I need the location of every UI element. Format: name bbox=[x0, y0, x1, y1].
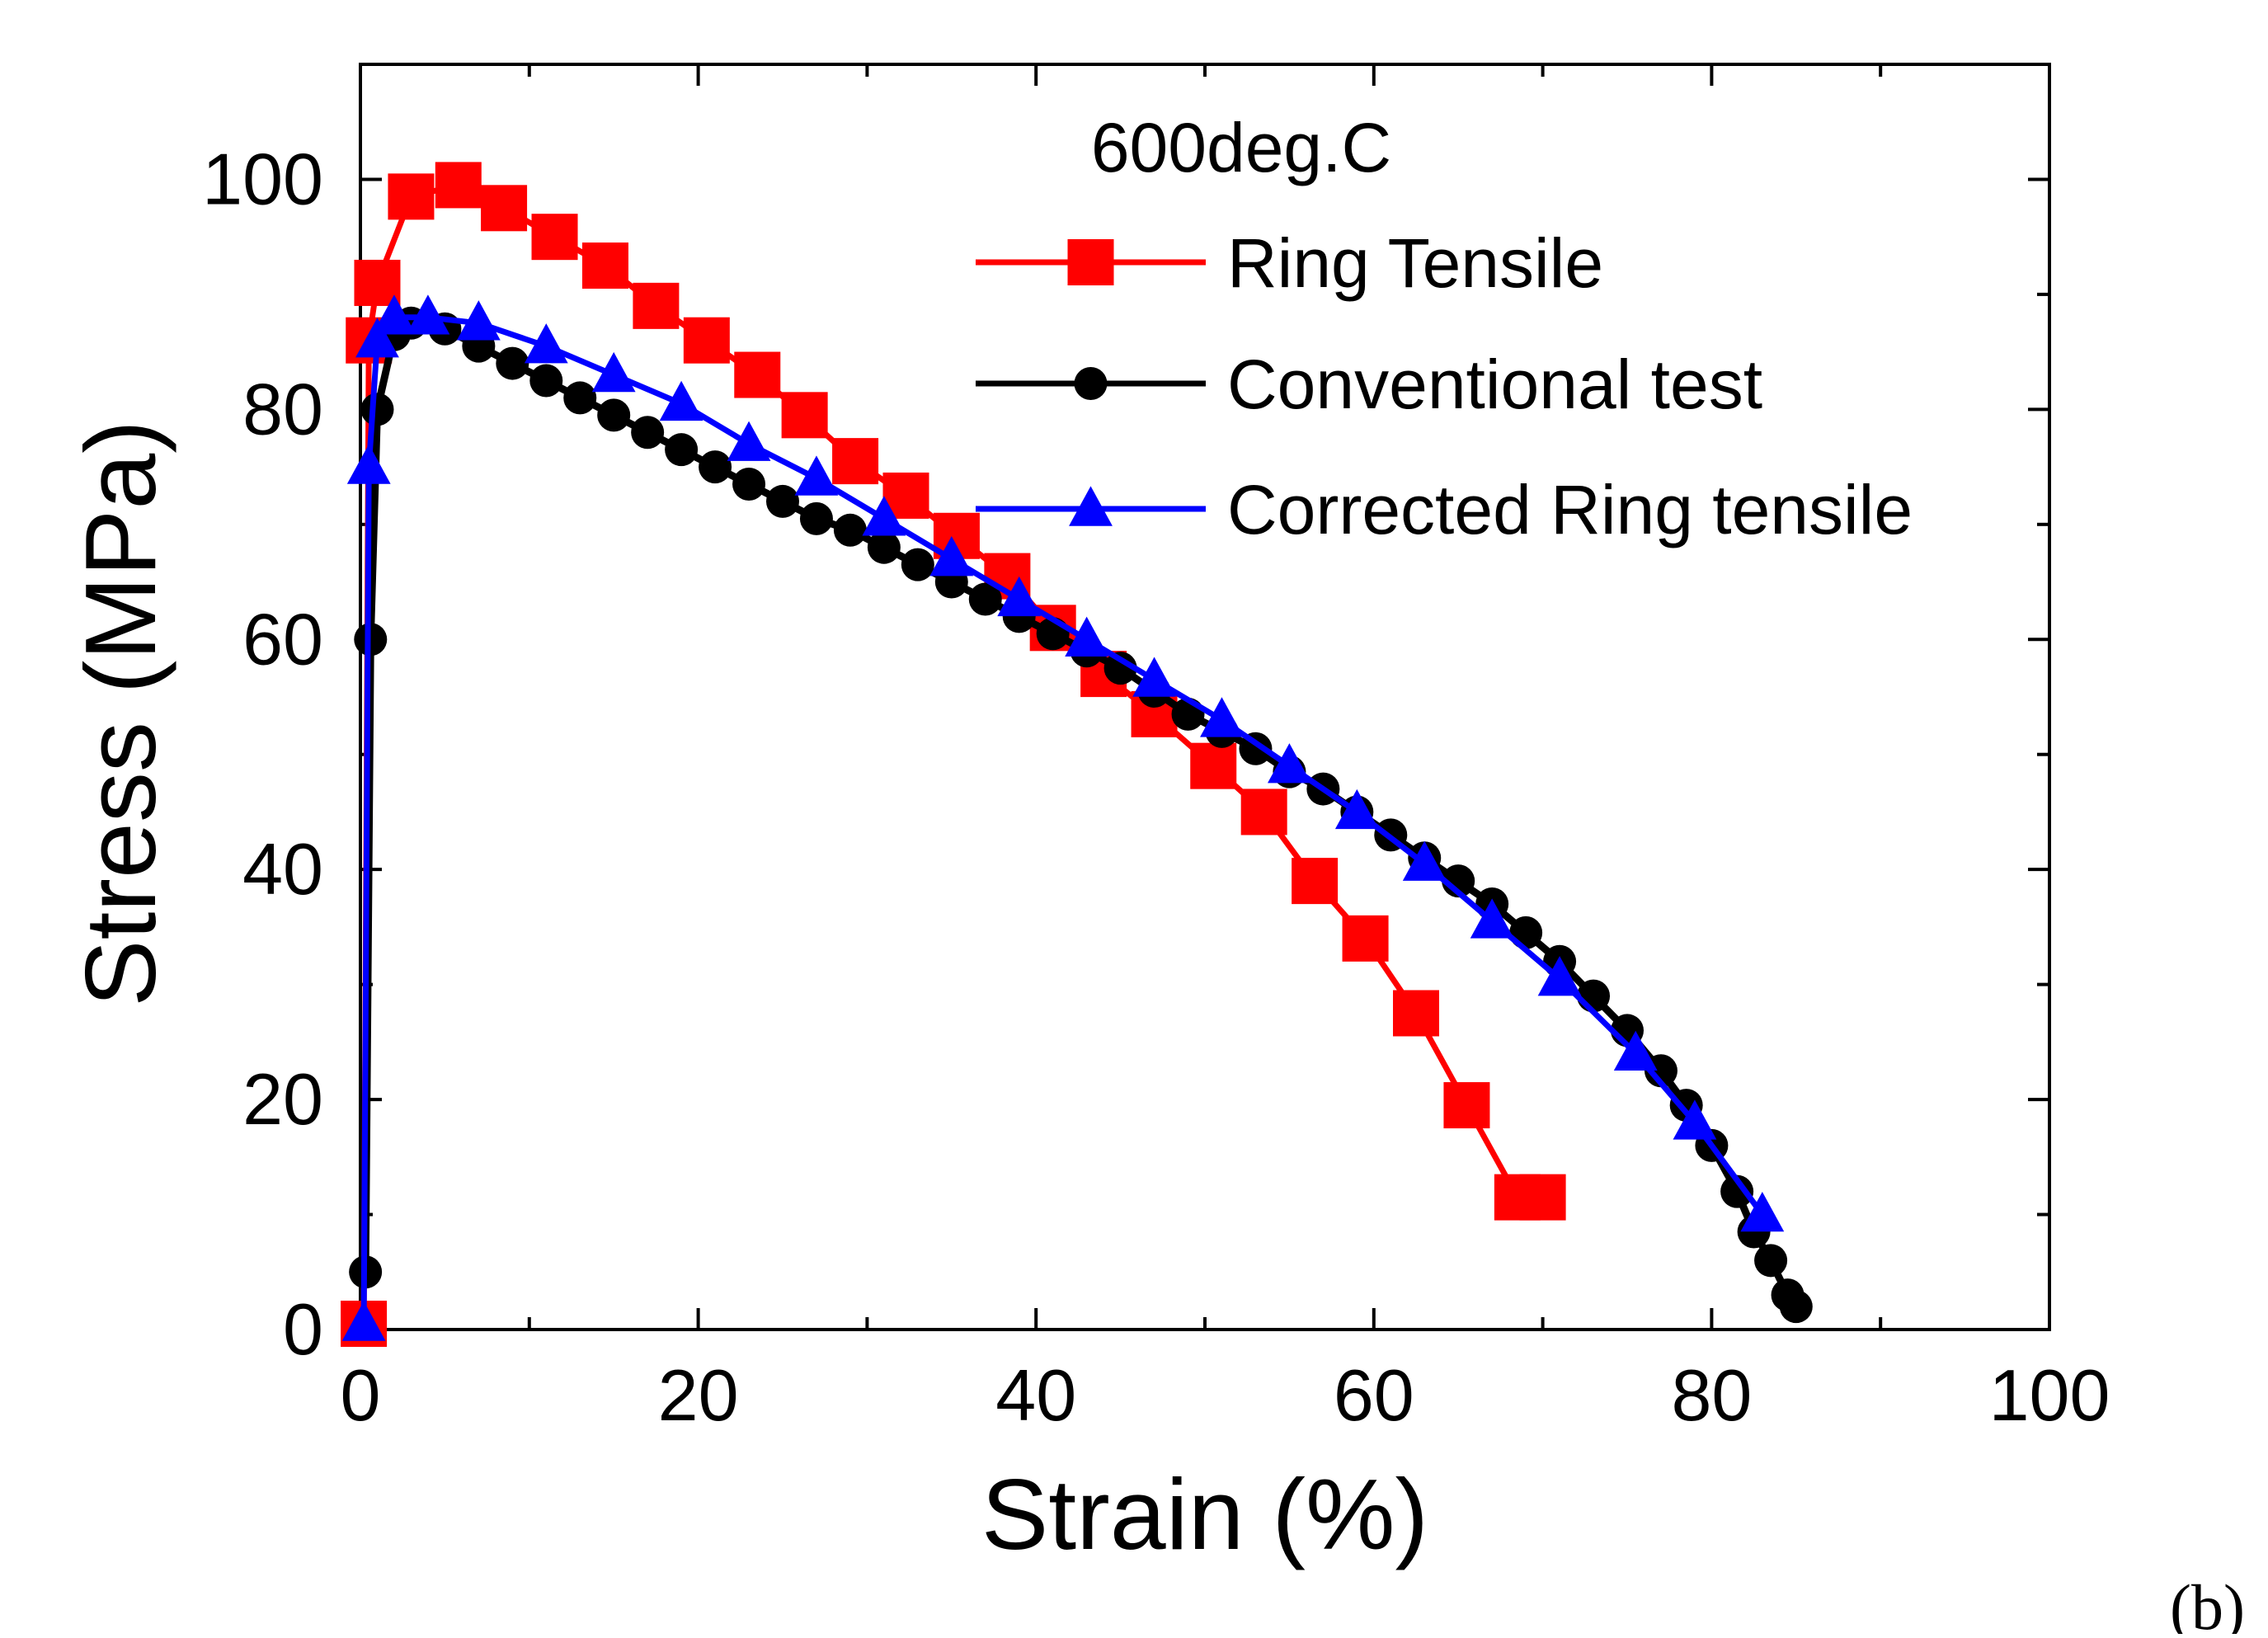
data-point bbox=[1065, 616, 1109, 657]
data-point bbox=[346, 444, 391, 484]
data-point bbox=[867, 530, 901, 564]
data-point bbox=[372, 294, 416, 335]
data-point bbox=[1190, 742, 1237, 789]
legend-item: Corrected Ring tensile bbox=[976, 471, 1913, 548]
data-point bbox=[1292, 858, 1339, 905]
data-point bbox=[1240, 788, 1287, 835]
data-point bbox=[1740, 1191, 1785, 1232]
y-tick-label: 20 bbox=[242, 1058, 323, 1140]
data-point bbox=[481, 185, 528, 232]
legend-item: Ring Tensile bbox=[976, 224, 1603, 302]
data-point bbox=[683, 317, 730, 364]
series-conventional-test bbox=[349, 306, 1813, 1324]
data-point bbox=[799, 501, 833, 535]
data-point bbox=[1132, 657, 1176, 697]
data-point bbox=[1342, 915, 1389, 962]
data-point bbox=[1577, 979, 1611, 1013]
legend-swatch-marker bbox=[1074, 367, 1108, 400]
data-point bbox=[1779, 1290, 1813, 1324]
legend-label: Ring Tensile bbox=[1227, 224, 1603, 302]
data-point bbox=[496, 346, 529, 380]
x-tick-label: 0 bbox=[341, 1354, 381, 1436]
data-point bbox=[1720, 1174, 1754, 1208]
data-point bbox=[929, 536, 974, 577]
legend-label: Conventional test bbox=[1227, 346, 1762, 423]
data-point bbox=[1537, 956, 1582, 996]
y-axis-title: Stress (MPa) bbox=[64, 420, 176, 1007]
data-point bbox=[665, 433, 699, 467]
data-point bbox=[833, 513, 867, 547]
series-layer bbox=[341, 162, 1813, 1348]
data-point bbox=[581, 242, 628, 289]
data-point bbox=[862, 496, 906, 536]
legend-item: Conventional test bbox=[976, 346, 1762, 423]
data-point bbox=[531, 214, 578, 261]
legend: Ring Tensile Conventional test Corrected R… bbox=[976, 224, 1913, 548]
data-point bbox=[1519, 1174, 1566, 1221]
series-corrected-ring-tensile bbox=[341, 294, 1785, 1341]
data-point bbox=[341, 1301, 386, 1341]
data-point bbox=[699, 450, 732, 484]
y-tick-label: 0 bbox=[283, 1288, 323, 1370]
data-point bbox=[529, 364, 563, 398]
data-point bbox=[456, 300, 501, 341]
data-point bbox=[435, 162, 482, 209]
panel-label: (b) bbox=[2170, 1571, 2245, 1634]
data-point bbox=[766, 484, 799, 518]
data-point bbox=[355, 318, 399, 358]
data-point bbox=[781, 392, 828, 439]
legend-swatch-marker bbox=[1067, 239, 1114, 285]
data-point bbox=[659, 380, 703, 421]
data-point bbox=[1402, 840, 1447, 881]
legend-swatch-marker bbox=[1069, 486, 1113, 526]
y-tick-label: 80 bbox=[242, 368, 323, 450]
data-point bbox=[1103, 652, 1137, 685]
x-tick-label: 80 bbox=[1671, 1354, 1752, 1436]
data-point bbox=[997, 576, 1042, 617]
data-point bbox=[406, 294, 450, 335]
data-point bbox=[1613, 1030, 1658, 1071]
temperature-annotation: 600deg.C bbox=[1091, 109, 1391, 186]
data-point bbox=[1509, 915, 1543, 949]
data-point bbox=[832, 438, 879, 485]
data-point bbox=[597, 398, 631, 432]
data-point bbox=[1393, 990, 1439, 1037]
data-point bbox=[524, 323, 568, 364]
data-point bbox=[1334, 788, 1379, 830]
data-point bbox=[794, 455, 839, 496]
x-tick-label: 40 bbox=[995, 1354, 1076, 1436]
x-tick-label: 20 bbox=[658, 1354, 739, 1436]
data-point bbox=[563, 381, 597, 415]
data-point bbox=[1268, 743, 1311, 784]
data-point bbox=[631, 416, 665, 450]
data-point bbox=[732, 468, 766, 501]
data-point bbox=[1443, 1082, 1490, 1129]
y-tick-label: 40 bbox=[242, 828, 323, 910]
data-point bbox=[734, 351, 781, 398]
x-tick-label: 100 bbox=[1989, 1354, 2110, 1436]
data-point bbox=[633, 282, 680, 329]
data-point bbox=[388, 173, 435, 220]
tick-labels: 0 20 40 60 80 100 0 20 40 60 80 100 bbox=[202, 138, 2110, 1436]
data-point bbox=[1200, 697, 1244, 737]
y-tick-label: 60 bbox=[242, 598, 323, 680]
y-tick-label: 100 bbox=[202, 138, 323, 219]
series-line bbox=[360, 314, 1765, 1325]
legend-label: Corrected Ring tensile bbox=[1227, 471, 1913, 548]
data-point bbox=[968, 582, 1002, 616]
data-point bbox=[727, 421, 771, 461]
data-point bbox=[591, 351, 636, 393]
data-point bbox=[360, 393, 394, 426]
data-point bbox=[1470, 898, 1514, 939]
data-point bbox=[1673, 1099, 1717, 1140]
data-point bbox=[901, 548, 934, 581]
x-tick-label: 60 bbox=[1334, 1354, 1414, 1436]
x-axis-title: Strain (%) bbox=[981, 1458, 1428, 1570]
data-point bbox=[1754, 1244, 1788, 1278]
